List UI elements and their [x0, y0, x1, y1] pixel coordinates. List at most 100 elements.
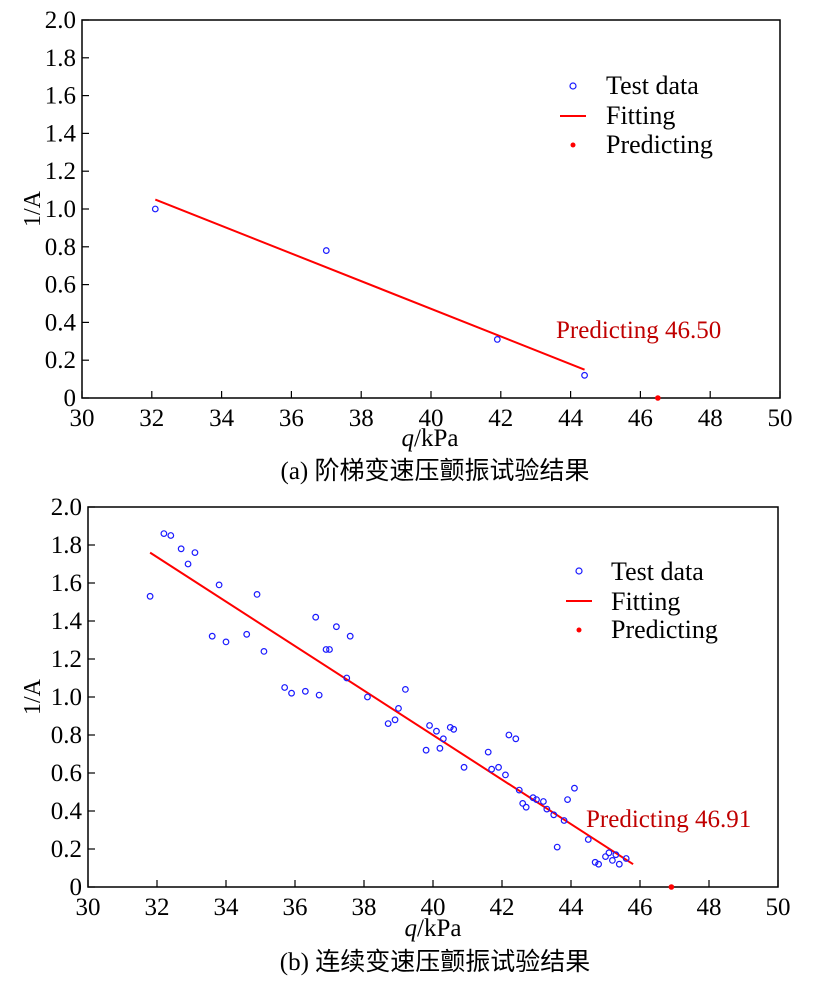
test-data-point — [505, 731, 513, 739]
y-tick-label: 1.4 — [45, 120, 77, 147]
test-data-point — [515, 786, 523, 794]
x-tick-label: 40 — [421, 894, 446, 921]
y-tick-label: 0.2 — [51, 836, 82, 863]
x-tick-label: 42 — [490, 894, 515, 921]
panel-a: 0 0.2 0.4 0.6 0.8 1.0 1.2 1.4 1.6 1.8 2.0 30 32 34 36… — [20, 7, 793, 485]
y-tick-label: 0.6 — [51, 760, 82, 787]
test-data-point — [426, 722, 433, 729]
y-tick-label: 1.0 — [51, 684, 82, 711]
test-data-point — [322, 646, 330, 653]
x-tick-label: 46 — [628, 894, 653, 921]
test-data-point — [146, 592, 154, 600]
x-tick-label: 48 — [698, 405, 723, 432]
x-tick-label: 32 — [139, 405, 164, 432]
test-data-point — [615, 860, 623, 868]
test-data-point — [564, 796, 571, 803]
test-data-points — [151, 205, 588, 379]
predicting-point — [655, 395, 661, 401]
test-data-point — [160, 530, 168, 537]
test-data-point — [553, 843, 561, 851]
x-tick-label: 36 — [283, 894, 308, 921]
y-tick-label: 1.8 — [51, 532, 82, 559]
test-data-point — [560, 817, 568, 824]
test-data-point — [288, 689, 295, 697]
test-data-point — [522, 803, 530, 811]
test-data-point — [301, 687, 309, 695]
test-data-point — [446, 724, 454, 731]
y-tick-label: 1.2 — [45, 158, 76, 185]
test-data-point — [436, 744, 444, 752]
test-data-point — [533, 796, 540, 803]
legend-pred-marker — [576, 627, 582, 633]
test-data-point — [151, 205, 159, 213]
test-data-point — [243, 630, 251, 638]
test-data-points — [146, 530, 630, 868]
test-data-point — [543, 805, 551, 813]
legend-pred-marker — [570, 142, 576, 148]
y-tick-label: 0.8 — [45, 234, 76, 261]
x-tick-label: 40 — [419, 405, 444, 432]
x-tick-label: 30 — [70, 405, 95, 432]
y-tick-label: 0 — [70, 874, 83, 901]
y-tick-label: 1.8 — [45, 45, 76, 72]
test-data-point — [605, 849, 613, 857]
legend-test-marker — [569, 82, 577, 90]
y-tick-label: 1.2 — [51, 646, 82, 673]
test-data-point — [502, 771, 509, 779]
x-tick-label: 32 — [145, 894, 170, 921]
y-tick-label: 0 — [64, 385, 77, 412]
y-ticks: 0 0.2 0.4 0.6 0.8 1.0 1.2 1.4 1.6 1.8 2.0 — [45, 7, 89, 412]
x-tick-label: 36 — [279, 405, 304, 432]
test-data-point — [253, 591, 261, 598]
test-data-point — [488, 765, 496, 773]
legend-pred-label: Predicting — [611, 615, 718, 644]
y-tick-label: 1.4 — [51, 608, 83, 635]
predicting-point — [668, 884, 675, 890]
y-axis-label: 1/A — [20, 678, 46, 715]
test-data-point — [191, 549, 199, 556]
x-tick-label: 44 — [559, 894, 585, 921]
y-tick-label: 2.0 — [51, 494, 82, 521]
test-data-point — [450, 725, 458, 733]
y-axis-label: 1/A — [20, 190, 46, 227]
test-data-point — [584, 836, 592, 843]
test-data-point — [215, 581, 223, 589]
x-tick-label: 34 — [209, 405, 235, 432]
test-data-point — [333, 623, 340, 631]
legend-fit-label: Fitting — [606, 101, 675, 130]
legend-pred-label: Predicting — [606, 130, 713, 159]
test-data-point — [581, 371, 588, 379]
y-tick-label: 2.0 — [45, 7, 76, 34]
test-data-point — [177, 545, 185, 553]
y-tick-label: 1.6 — [45, 83, 76, 110]
y-tick-label: 0.8 — [51, 722, 82, 749]
legend: Test data Fitting Predicting — [560, 71, 713, 159]
test-data-point — [460, 763, 468, 771]
test-data-point — [622, 855, 630, 862]
test-data-point — [312, 613, 320, 621]
x-tick-label: 46 — [628, 405, 653, 432]
test-data-point — [167, 532, 175, 539]
test-data-point — [512, 735, 520, 743]
test-data-point — [222, 638, 230, 646]
legend-test-label: Test data — [611, 557, 704, 586]
fitting-line — [154, 198, 585, 371]
test-data-point — [591, 858, 599, 866]
x-tick-label: 50 — [766, 894, 791, 921]
y-tick-label: 0.2 — [45, 347, 76, 374]
x-tick-label: 30 — [76, 894, 101, 921]
y-tick-label: 1.0 — [45, 196, 76, 223]
fitting-line — [149, 551, 634, 866]
x-tick-label: 38 — [349, 405, 374, 432]
test-data-point — [519, 800, 527, 807]
test-data-point — [391, 716, 399, 724]
test-data-point — [402, 686, 409, 693]
test-data-point — [208, 632, 216, 640]
test-data-point — [384, 720, 392, 727]
test-data-point — [395, 705, 402, 712]
test-data-point — [484, 748, 492, 756]
test-data-point — [439, 735, 447, 743]
test-data-point — [495, 763, 502, 771]
test-data-point — [595, 860, 602, 868]
test-data-point — [433, 727, 440, 735]
